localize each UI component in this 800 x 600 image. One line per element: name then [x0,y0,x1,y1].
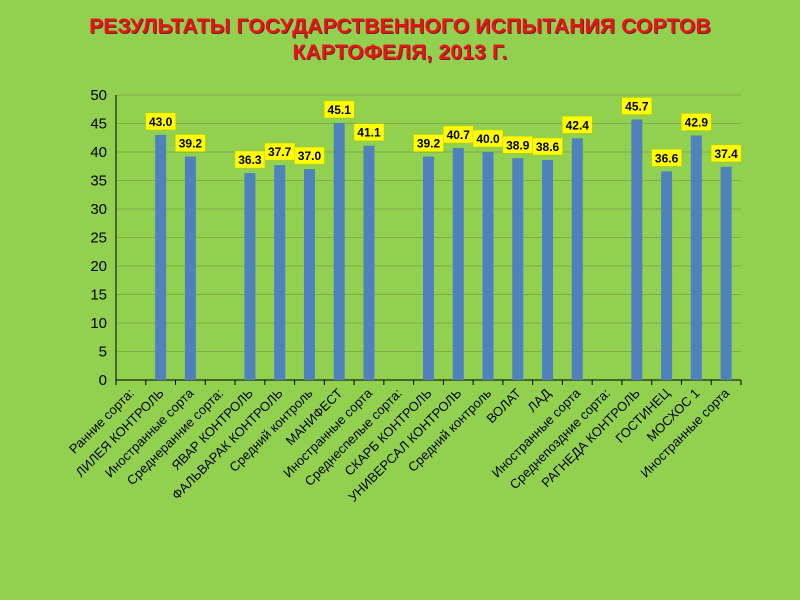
data-label-box [532,137,563,156]
y-tick-label: 10 [90,315,107,332]
y-tick-label: 15 [90,287,107,304]
data-label: 42.9 [685,115,709,129]
data-label: 41.1 [357,126,381,140]
data-label-box [323,100,355,119]
data-label: 38.6 [536,140,560,154]
bar [363,145,375,380]
y-tick-label: 50 [90,87,107,104]
data-label: 39.2 [179,137,203,151]
bar [512,158,524,380]
chart-title-line-2: КАРТОФЕЛЯ, 2013 Г. [292,41,508,64]
data-label: 45.1 [328,103,352,117]
bar [690,135,702,380]
bar [571,138,583,380]
bar [155,134,167,380]
data-label: 38.9 [506,138,530,152]
data-label-box [651,149,682,167]
bar [542,159,554,380]
data-label: 42.4 [566,118,590,132]
data-label: 36.6 [655,151,679,165]
y-tick-label: 35 [90,173,107,190]
bar [631,119,643,380]
bar [661,171,673,380]
data-label: 40.7 [447,128,471,142]
bar [333,122,345,381]
y-tick-label: 30 [90,201,107,218]
data-label-box [294,146,325,165]
y-tick-label: 0 [99,372,107,389]
y-tick-label: 45 [90,116,107,133]
bar [303,169,315,380]
data-label: 36.3 [238,153,262,167]
data-label: 39.2 [417,137,441,151]
data-label-box [681,113,712,131]
y-tick-label: 40 [90,144,107,161]
bar [720,166,732,380]
data-label-box [621,97,653,115]
y-tick-label: 25 [90,230,107,247]
y-tick-label: 20 [90,258,107,275]
data-label: 45.7 [625,100,649,114]
bar [274,165,286,380]
chart-title: РЕЗУЛЬТАТЫ ГОСУДАРСТВЕННОГО ИСПЫТАНИЯ СО… [0,14,800,66]
data-label: 37.0 [298,149,322,163]
bar [423,156,434,380]
data-label-box [562,116,593,134]
data-label-box [175,134,206,152]
bar [452,148,464,380]
data-label-box [145,112,176,131]
chart-title-line-1: РЕЗУЛЬТАТЫ ГОСУДАРСТВЕННОГО ИСПЫТАНИЯ СО… [89,15,711,38]
bar [482,152,494,380]
data-label: 43.0 [149,115,173,129]
bar [184,156,196,380]
data-label-box [353,123,385,141]
data-label: 37.7 [268,145,292,159]
bar [244,173,256,380]
data-label: 37.4 [714,147,738,161]
data-label: 40.0 [476,132,500,146]
y-tick-label: 5 [99,344,107,361]
data-label-box [710,144,742,163]
